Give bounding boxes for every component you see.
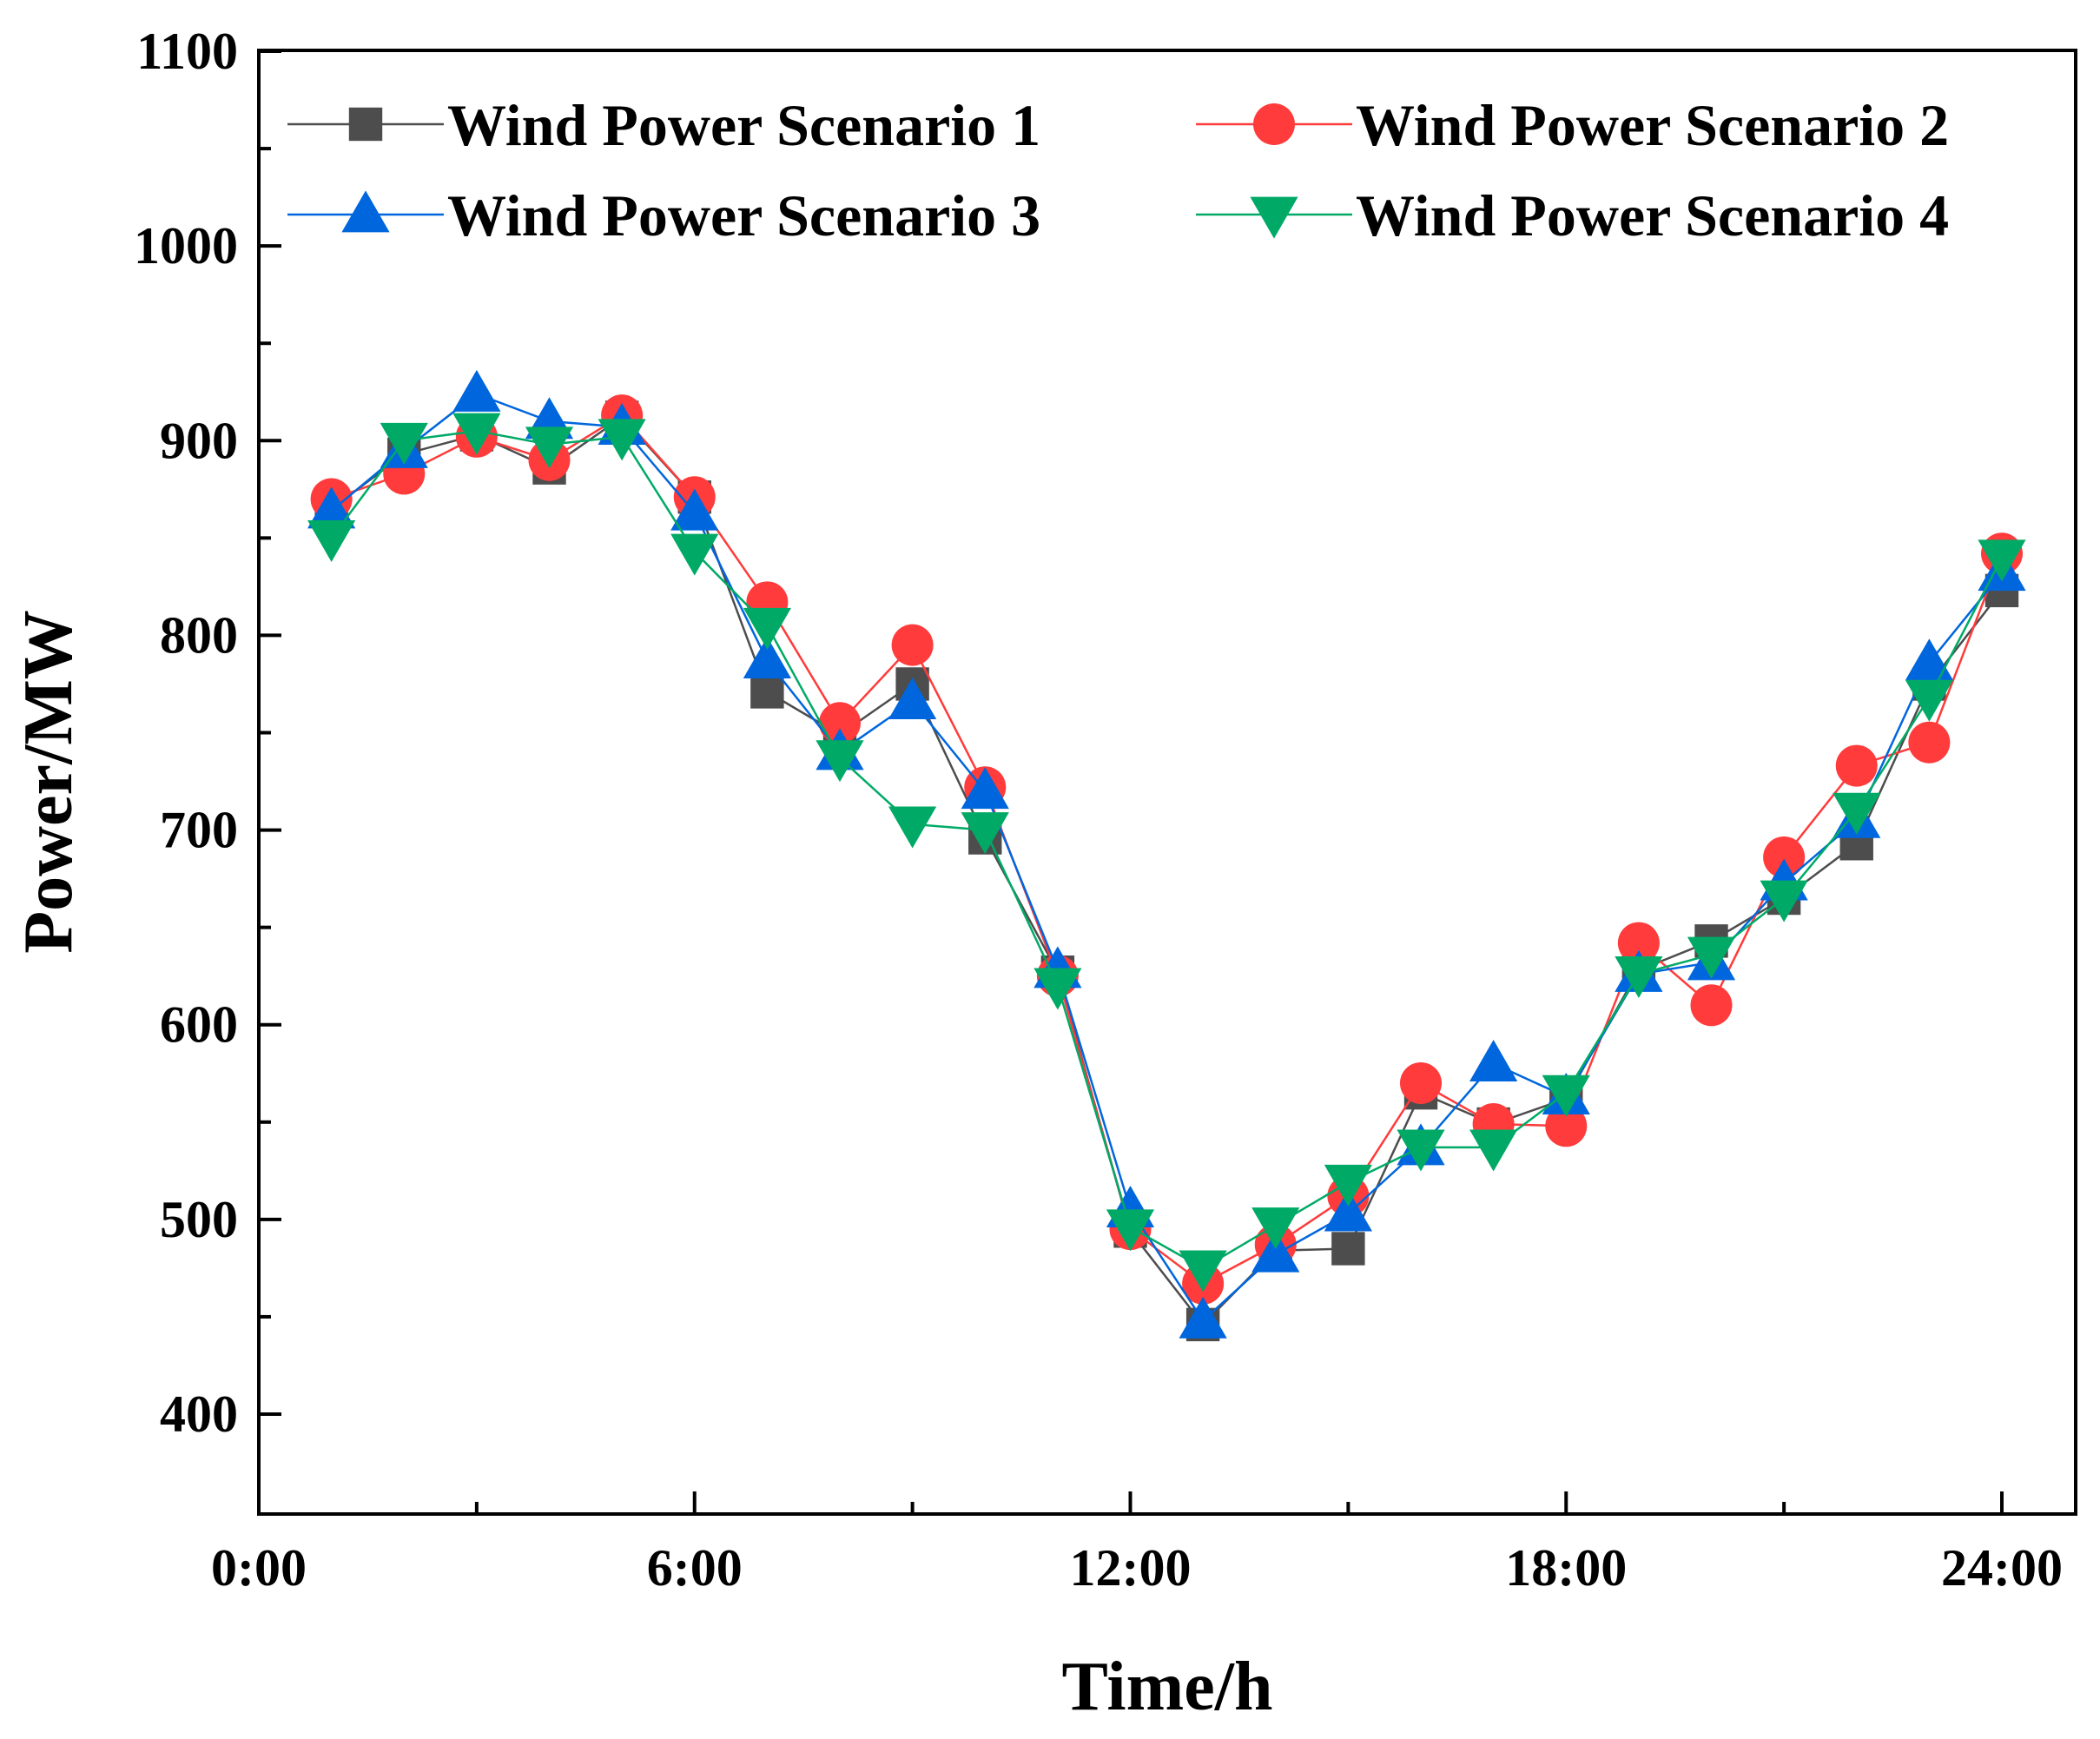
triangle-up-marker — [1905, 638, 1953, 681]
triangle-up-marker — [341, 190, 390, 233]
triangle-down-marker — [1106, 1209, 1155, 1252]
series-line — [331, 413, 2004, 1286]
series-line — [330, 429, 2004, 1270]
triangle-down-marker — [1324, 1164, 1372, 1207]
square-marker — [1331, 1232, 1365, 1266]
axis-layer: 0:00 6:00 12:00 18:00 24:00 400 500 600 700 800 90… — [134, 23, 2063, 1597]
x-tick-label: 12:00 — [1070, 1539, 1192, 1597]
triangle-down-marker — [525, 426, 574, 469]
legend: Wind Power Scenario 1 Wind Power Scenario… — [287, 92, 1949, 248]
triangle-down-marker — [670, 533, 719, 576]
circle-marker — [1400, 1061, 1442, 1104]
triangle-up-marker — [888, 678, 937, 720]
x-tick-label: 24:00 — [1941, 1539, 2063, 1597]
legend-item-4: Wind Power Scenario 4 — [1196, 182, 1949, 248]
triangle-down-marker — [598, 419, 646, 461]
series-layer — [307, 369, 2026, 1342]
square-marker — [750, 675, 784, 709]
triangle-up-marker — [1324, 1189, 1372, 1232]
triangle-down-marker — [1397, 1129, 1445, 1172]
legend-item-1: Wind Power Scenario 1 — [287, 92, 1040, 158]
legend-label: Wind Power Scenario 4 — [1356, 182, 1949, 248]
triangle-up-marker — [743, 636, 791, 678]
triangle-down-marker — [816, 740, 864, 783]
y-tick-label: 1000 — [134, 217, 238, 274]
y-axis-title: Power/MW — [10, 610, 87, 953]
triangle-down-marker — [743, 607, 791, 650]
legend-label: Wind Power Scenario 3 — [447, 182, 1040, 248]
circle-marker — [1617, 922, 1660, 964]
series-line — [330, 415, 2003, 1326]
circle-marker — [1545, 1105, 1588, 1147]
circle-marker — [891, 624, 934, 666]
y-tick-label: 700 — [160, 802, 238, 859]
triangle-up-marker — [961, 767, 1009, 810]
triangle-up-marker — [307, 486, 356, 529]
legend-item-2: Wind Power Scenario 2 — [1196, 92, 1949, 158]
series-4 — [307, 413, 2026, 1293]
triangle-down-marker — [380, 422, 428, 465]
series-2 — [310, 394, 2023, 1305]
triangle-down-marker — [452, 413, 501, 455]
triangle-down-marker — [1687, 936, 1736, 979]
series-line — [330, 393, 2003, 1323]
triangle-down-marker — [888, 806, 937, 849]
triangle-down-marker — [1615, 956, 1663, 999]
triangle-down-marker — [1469, 1129, 1518, 1172]
x-tick-label: 0:00 — [211, 1539, 307, 1597]
y-tick-label: 400 — [160, 1385, 238, 1443]
triangle-down-marker — [1542, 1074, 1590, 1117]
triangle-down-marker — [1179, 1250, 1227, 1293]
triangle-down-marker — [1251, 1207, 1300, 1250]
y-tick-label: 900 — [160, 412, 238, 469]
legend-label: Wind Power Scenario 1 — [447, 92, 1040, 158]
y-tick-label: 600 — [160, 996, 238, 1054]
x-tick-label: 18:00 — [1505, 1539, 1627, 1597]
triangle-down-marker — [1833, 792, 1881, 835]
triangle-down-marker — [1760, 880, 1808, 922]
circle-marker — [1253, 103, 1295, 145]
y-tick-label: 1100 — [136, 23, 238, 80]
triangle-down-marker — [1978, 539, 2026, 582]
plot-frame — [257, 49, 2077, 1516]
legend-label: Wind Power Scenario 2 — [1356, 92, 1949, 158]
triangle-down-marker — [1905, 679, 1953, 722]
triangle-up-marker — [1251, 1230, 1300, 1273]
circle-marker — [1908, 721, 1951, 764]
circle-marker — [819, 702, 861, 744]
y-tick-label: 800 — [160, 606, 238, 664]
triangle-up-marker — [452, 369, 501, 412]
triangle-up-marker — [670, 488, 719, 531]
circle-marker — [1835, 744, 1878, 787]
circle-marker — [1690, 984, 1733, 1027]
triangle-down-marker — [961, 812, 1009, 855]
triangle-down-marker — [307, 519, 356, 562]
triangle-down-marker — [1033, 968, 1082, 1010]
circle-marker — [1763, 836, 1806, 878]
triangle-up-marker — [1469, 1039, 1518, 1081]
x-axis-title: Time/h — [1061, 1649, 1272, 1725]
triangle-up-marker — [1179, 1296, 1227, 1339]
x-tick-label: 6:00 — [647, 1539, 743, 1597]
y-tick-label: 500 — [160, 1191, 238, 1248]
legend-item-3: Wind Power Scenario 3 — [287, 182, 1040, 248]
series-1 — [314, 400, 2019, 1342]
triangle-down-marker — [1250, 196, 1298, 239]
square-marker — [348, 107, 383, 142]
